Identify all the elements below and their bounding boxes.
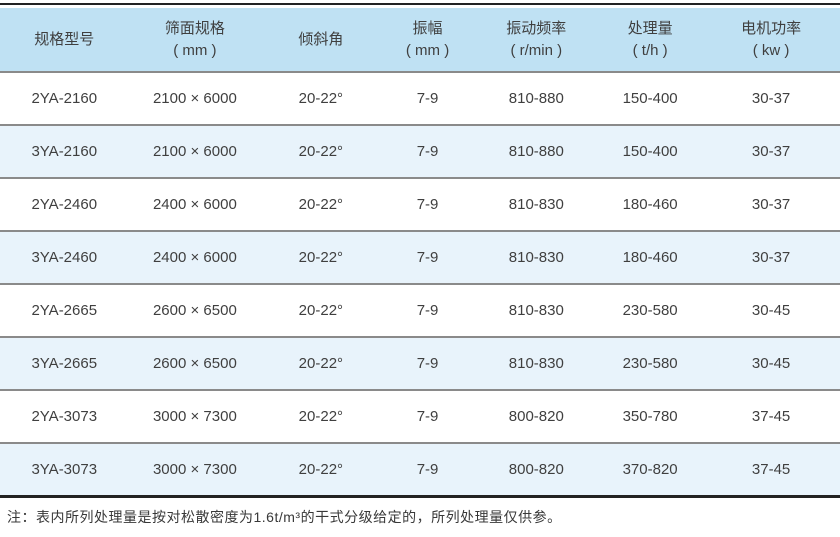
column-header-motor-power: 电机功率 ( kw ) (702, 8, 840, 73)
cell: 3000 × 7300 (152, 460, 237, 478)
table-header: 规格型号 筛面规格 ( mm ) 倾斜角 振幅 ( mm ) 振动频率 (0, 8, 840, 73)
column-header-vibration-frequency: 振动频率 ( r/min ) (474, 8, 599, 73)
cell: 3YA-2460 (31, 249, 98, 266)
cell: 7-9 (416, 408, 439, 425)
cell: 810-880 (508, 90, 564, 107)
cell: 2600 × 6500 (152, 355, 237, 372)
cell: 2100 × 6000 (152, 90, 237, 107)
column-header-amplitude: 振幅 ( mm ) (380, 8, 475, 73)
cell: 37-45 (751, 408, 791, 425)
cell: 7-9 (416, 249, 439, 266)
header-unit: ( kw ) (752, 41, 790, 59)
cell: 810-830 (508, 355, 564, 372)
header-unit: ( mm ) (173, 41, 217, 59)
cell: 7-9 (416, 460, 439, 478)
top-divider (0, 3, 840, 5)
cell: 2YA-3073 (31, 408, 98, 425)
header-label: 规格型号 (34, 30, 95, 48)
cell: 2YA-2665 (31, 302, 98, 319)
column-header-model: 规格型号 (0, 8, 129, 73)
cell: 3YA-2665 (31, 355, 98, 372)
cell: 20-22° (298, 90, 344, 107)
cell: 810-830 (508, 196, 564, 213)
column-header-incline-angle: 倾斜角 (261, 8, 381, 73)
header-label: 倾斜角 (298, 30, 344, 48)
cell: 150-400 (622, 143, 678, 160)
cell: 30-37 (751, 143, 791, 160)
header-label: 处理量 (627, 19, 673, 37)
table-row: 3YA-2160 2100 × 6000 20-22° 7-9 810-880 150-4… (0, 125, 840, 178)
table-row: 2YA-2160 2100 × 6000 20-22° 7-9 810-880 150-4… (0, 72, 840, 125)
cell: 230-580 (622, 355, 678, 372)
cell: 350-780 (622, 408, 678, 425)
cell: 30-45 (751, 302, 791, 319)
table-row: 3YA-2665 2600 × 6500 20-22° 7-9 810-830 230-5… (0, 337, 840, 390)
cell: 800-820 (508, 460, 564, 478)
table-row: 3YA-2460 2400 × 6000 20-22° 7-9 810-830 180-4… (0, 231, 840, 284)
cell: 20-22° (298, 408, 344, 425)
cell: 2400 × 6000 (152, 196, 237, 213)
header-label: 振动频率 (506, 19, 567, 37)
cell: 20-22° (298, 143, 344, 160)
cell: 20-22° (298, 460, 344, 478)
cell: 800-820 (508, 408, 564, 425)
header-unit: ( mm ) (405, 41, 450, 59)
header-unit: ( t/h ) (632, 41, 668, 59)
cell: 2YA-2460 (31, 196, 98, 213)
spec-table: 规格型号 筛面规格 ( mm ) 倾斜角 振幅 ( mm ) 振动频率 (0, 8, 840, 498)
column-header-screen-size: 筛面规格 ( mm ) (128, 8, 262, 73)
cell: 810-880 (508, 143, 564, 160)
column-header-capacity: 处理量 ( t/h ) (598, 8, 703, 73)
header-label: 筛面规格 (164, 19, 225, 37)
cell: 30-37 (751, 249, 791, 266)
table-row: 2YA-2460 2400 × 6000 20-22° 7-9 810-830 180-4… (0, 178, 840, 231)
cell: 2YA-2160 (31, 90, 98, 107)
cell: 7-9 (416, 143, 439, 160)
cell: 810-830 (508, 249, 564, 266)
cell: 180-460 (622, 249, 678, 266)
cell: 3000 × 7300 (152, 408, 237, 425)
cell: 7-9 (416, 90, 439, 107)
cell: 180-460 (622, 196, 678, 213)
cell: 20-22° (298, 196, 344, 213)
cell: 150-400 (622, 90, 678, 107)
cell: 20-22° (298, 355, 344, 372)
cell: 20-22° (298, 249, 344, 266)
cell: 20-22° (298, 302, 344, 319)
cell: 230-580 (622, 302, 678, 319)
cell: 2400 × 6000 (152, 249, 237, 266)
cell: 810-830 (508, 302, 564, 319)
cell: 3YA-2160 (31, 143, 98, 160)
header-unit: ( r/min ) (510, 41, 563, 59)
cell: 370-820 (622, 460, 678, 478)
cell: 3YA-3073 (31, 460, 98, 478)
cell: 7-9 (416, 355, 439, 372)
cell: 30-37 (751, 90, 791, 107)
cell: 7-9 (416, 302, 439, 319)
table-row: 2YA-2665 2600 × 6500 20-22° 7-9 810-830 230-5… (0, 284, 840, 337)
cell: 30-45 (751, 355, 791, 372)
header-label: 电机功率 (741, 19, 802, 37)
cell: 7-9 (416, 196, 439, 213)
footnote: 注：表内所列处理量是按对松散密度为1.6t/m³的干式分级给定的，所列处理量仅供… (7, 508, 562, 525)
table-row: 3YA-3073 3000 × 7300 20-22° 7-9 800-820 370-8… (0, 443, 840, 496)
cell: 30-37 (751, 196, 791, 213)
header-label: 振幅 (412, 19, 443, 37)
table-body: 2YA-2160 2100 × 6000 20-22° 7-9 810-880 150-4… (0, 72, 840, 496)
header-row: 规格型号 筛面规格 ( mm ) 倾斜角 振幅 ( mm ) 振动频率 (0, 8, 840, 73)
table-row: 2YA-3073 3000 × 7300 20-22° 7-9 800-820 350-7… (0, 390, 840, 443)
cell: 2600 × 6500 (152, 302, 237, 319)
cell: 37-45 (751, 460, 791, 478)
cell: 2100 × 6000 (152, 143, 237, 160)
